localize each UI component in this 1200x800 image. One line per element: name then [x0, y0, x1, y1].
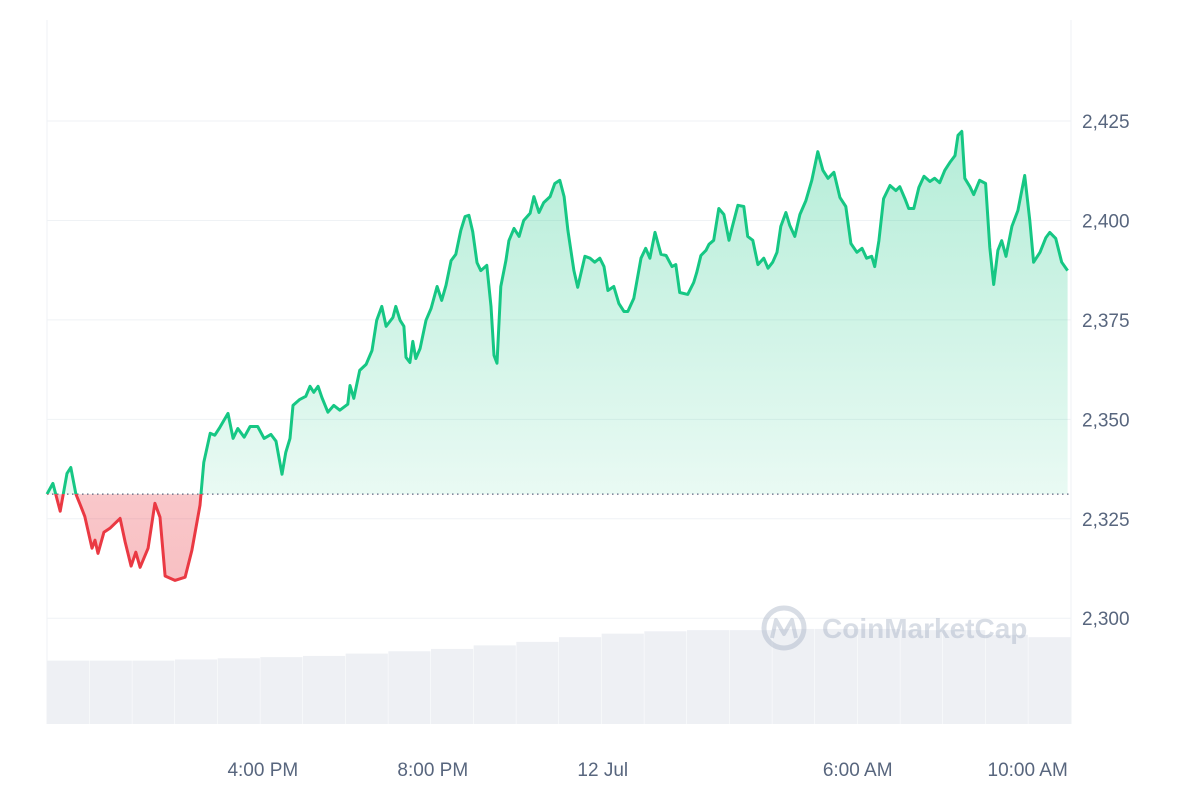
volume-bar — [559, 637, 602, 724]
volume-bar — [132, 660, 175, 724]
watermark-logo-mark — [770, 618, 798, 639]
y-tick-label: 2,400 — [1082, 211, 1130, 232]
volume-bar — [260, 657, 303, 724]
x-tick-label: 10:00 AM — [988, 760, 1068, 781]
y-tick-label: 2,375 — [1082, 311, 1130, 332]
volume-bar — [729, 630, 772, 724]
volume-bar — [388, 651, 431, 724]
volume-bar — [687, 630, 730, 724]
volume-bar — [815, 628, 858, 724]
watermark-text: CoinMarketCap — [822, 613, 1027, 644]
y-tick-label: 2,325 — [1082, 510, 1130, 531]
x-tick-label: 12 Jul — [577, 760, 628, 781]
x-tick-label: 8:00 PM — [397, 760, 468, 781]
y-tick-label: 2,425 — [1082, 112, 1130, 133]
y-tick-label: 2,350 — [1082, 410, 1130, 431]
volume-bar — [345, 653, 388, 724]
volume-bar — [857, 628, 900, 724]
volume-bar — [516, 641, 559, 724]
volume-bar — [943, 630, 986, 724]
volume-bar — [985, 634, 1028, 724]
volume-bar — [473, 645, 516, 724]
volume-bar — [175, 659, 218, 724]
watermark: CoinMarketCap — [761, 605, 1027, 651]
volume-bar — [601, 633, 644, 724]
x-tick-label: 4:00 PM — [227, 760, 298, 781]
volume-bar — [217, 658, 260, 724]
area-up — [47, 131, 1068, 495]
volume-bar — [303, 655, 346, 724]
volume-bar — [1028, 637, 1071, 724]
volume-bar — [644, 631, 687, 724]
price-line-up — [45, 129, 1069, 495]
volume-bar — [47, 660, 90, 724]
y-tick-label: 2,300 — [1082, 609, 1130, 630]
volume-bar — [900, 630, 943, 724]
volume-bar — [431, 648, 474, 724]
watermark-logo — [761, 605, 807, 651]
x-tick-label: 6:00 AM — [823, 760, 893, 781]
volume-bar — [772, 628, 815, 724]
volume-bar — [89, 660, 132, 724]
